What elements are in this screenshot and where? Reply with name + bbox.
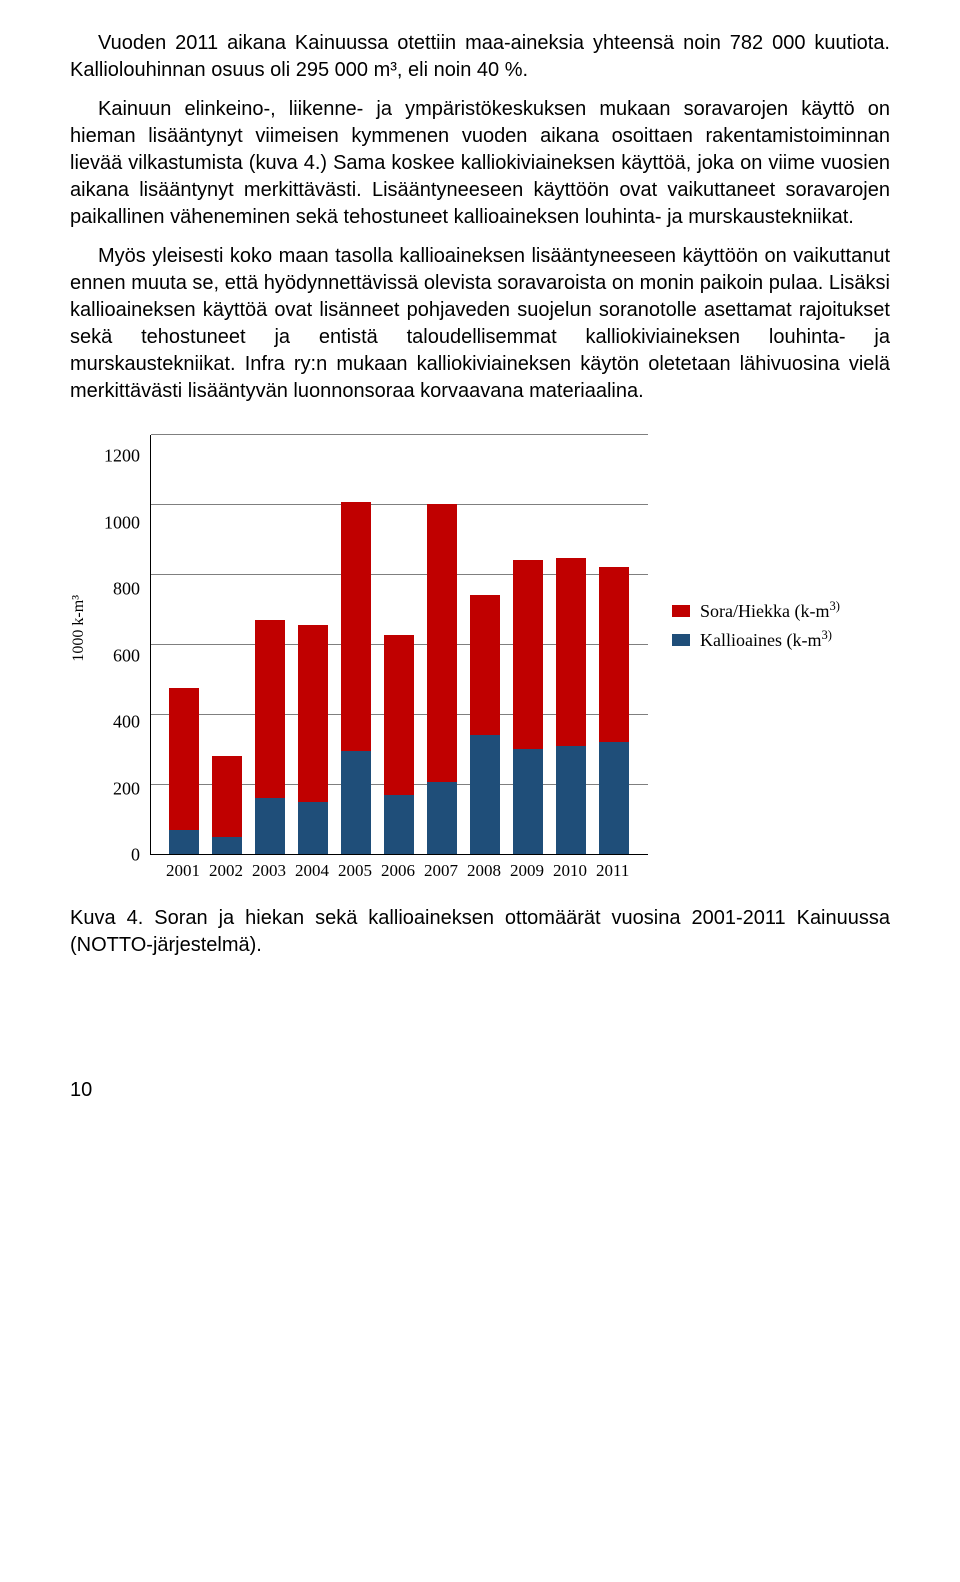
bar-column bbox=[298, 625, 328, 854]
y-tick: 600 bbox=[96, 645, 140, 666]
bar-segment-kallioaines bbox=[341, 751, 371, 854]
y-tick: 800 bbox=[96, 579, 140, 600]
legend-swatch bbox=[672, 634, 690, 646]
x-tick: 2005 bbox=[338, 861, 368, 881]
legend-label: Sora/Hiekka (k-m3) bbox=[700, 599, 840, 622]
bar-column bbox=[384, 635, 414, 854]
bar-segment-kallioaines bbox=[212, 837, 242, 855]
chart-legend: Sora/Hiekka (k-m3) Kallioaines (k-m3) bbox=[672, 599, 840, 657]
bar-segment-kallioaines bbox=[599, 742, 629, 854]
y-axis-label: 1000 k-m³ bbox=[70, 595, 88, 662]
y-tick-labels: 120010008006004002000 bbox=[96, 435, 150, 855]
bar-segment-sora bbox=[556, 558, 586, 745]
x-tick: 2008 bbox=[467, 861, 497, 881]
x-tick: 2009 bbox=[510, 861, 540, 881]
bar-column bbox=[556, 558, 586, 854]
bar-segment-kallioaines bbox=[255, 798, 285, 854]
legend-label: Kallioaines (k-m3) bbox=[700, 628, 832, 651]
x-tick-labels: 2001 2002 2003 2004 2005 2006 2007 2008 2009 2010… bbox=[150, 855, 648, 881]
x-tick: 2006 bbox=[381, 861, 411, 881]
bar-segment-sora bbox=[384, 635, 414, 794]
bar-column bbox=[470, 595, 500, 854]
y-tick: 400 bbox=[96, 712, 140, 733]
bar-segment-kallioaines bbox=[556, 746, 586, 855]
y-tick: 1200 bbox=[96, 446, 140, 467]
bar-segment-sora bbox=[212, 756, 242, 837]
x-tick: 2007 bbox=[424, 861, 454, 881]
paragraph-3: Myös yleisesti koko maan tasolla kallioa… bbox=[70, 243, 890, 405]
bar-column bbox=[169, 688, 199, 854]
bar-column bbox=[255, 620, 285, 855]
y-tick: 1000 bbox=[96, 512, 140, 533]
gridline bbox=[151, 434, 648, 435]
legend-swatch bbox=[672, 605, 690, 617]
chart-plot-block: 120010008006004002000 200120022003200420… bbox=[96, 435, 648, 881]
x-tick: 2002 bbox=[209, 861, 239, 881]
paragraph-1: Vuoden 2011 aikana Kainuussa otettiin ma… bbox=[70, 30, 890, 84]
bar-segment-kallioaines bbox=[470, 735, 500, 854]
bar-segment-sora bbox=[599, 567, 629, 742]
gridline bbox=[151, 504, 648, 505]
bar-segment-sora bbox=[169, 688, 199, 830]
bar-segment-sora bbox=[298, 625, 328, 802]
bar-column bbox=[427, 504, 457, 854]
legend-item: Kallioaines (k-m3) bbox=[672, 628, 840, 651]
figure-caption: Kuva 4. Soran ja hiekan sekä kallioainek… bbox=[70, 905, 890, 959]
bar-column bbox=[341, 502, 371, 854]
legend-item: Sora/Hiekka (k-m3) bbox=[672, 599, 840, 622]
bar-segment-sora bbox=[513, 560, 543, 749]
x-tick: 2001 bbox=[166, 861, 196, 881]
x-tick: 2003 bbox=[252, 861, 282, 881]
bar-column bbox=[513, 560, 543, 854]
bar-segment-sora bbox=[255, 620, 285, 799]
bar-column bbox=[212, 756, 242, 854]
bar-segment-kallioaines bbox=[513, 749, 543, 854]
x-tick: 2011 bbox=[596, 861, 626, 881]
plot-area bbox=[150, 435, 648, 855]
paragraph-2: Kainuun elinkeino-, liikenne- ja ympäris… bbox=[70, 96, 890, 231]
bar-segment-kallioaines bbox=[298, 802, 328, 855]
chart-container: 1000 k-m³ 120010008006004002000 20012002… bbox=[70, 435, 890, 881]
bar-segment-sora bbox=[341, 502, 371, 751]
bar-segment-kallioaines bbox=[169, 830, 199, 855]
bar-segment-sora bbox=[470, 595, 500, 735]
x-tick: 2010 bbox=[553, 861, 583, 881]
y-tick: 200 bbox=[96, 778, 140, 799]
bar-segment-kallioaines bbox=[427, 782, 457, 854]
page-number: 10 bbox=[70, 1079, 890, 1102]
x-tick: 2004 bbox=[295, 861, 325, 881]
y-tick: 0 bbox=[96, 845, 140, 866]
bar-segment-kallioaines bbox=[384, 795, 414, 855]
bar-column bbox=[599, 567, 629, 854]
bar-segment-sora bbox=[427, 504, 457, 782]
